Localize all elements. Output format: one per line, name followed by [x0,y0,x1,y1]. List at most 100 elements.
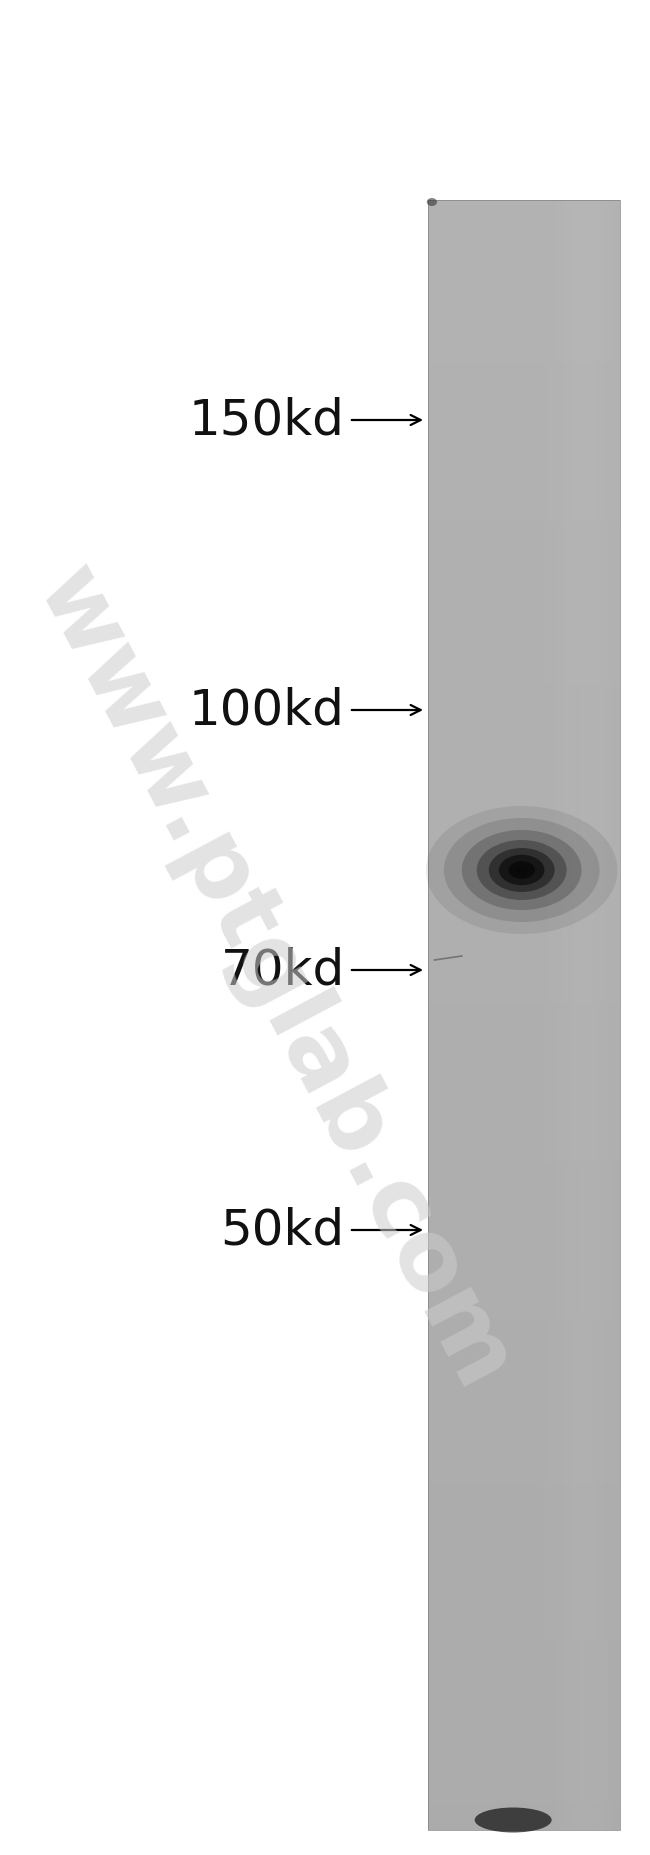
Bar [428,955,620,961]
Bar [428,1465,620,1471]
Bar [428,1336,620,1341]
Bar [590,200,593,1831]
Bar [428,1759,620,1764]
Bar [428,922,620,928]
Ellipse shape [462,829,582,911]
Bar [428,820,620,825]
Bar [428,814,620,820]
Bar [428,913,620,916]
Bar [428,325,620,330]
Bar [428,688,620,694]
Bar [428,1770,620,1775]
Bar [428,1477,620,1482]
Bar [428,1825,620,1831]
Bar [428,223,620,226]
Bar [428,358,620,364]
Ellipse shape [474,1807,552,1833]
Bar [428,293,620,299]
Bar [593,200,597,1831]
Bar [428,1454,620,1460]
Bar [428,336,620,341]
Bar [616,200,620,1831]
Bar [428,1679,620,1682]
Bar [428,646,620,651]
Bar [428,1043,620,1048]
Bar [562,200,566,1831]
Bar [428,352,620,358]
Bar [428,634,620,640]
Bar [582,200,586,1831]
Bar [428,527,620,531]
Bar [482,200,486,1831]
Bar [428,1530,620,1536]
Bar [428,1673,620,1679]
Bar [428,1499,620,1504]
Bar [428,716,620,722]
Bar [462,200,466,1831]
Bar [428,276,620,282]
Bar [428,1026,620,1031]
Bar [428,1803,620,1809]
Bar [428,1434,620,1439]
Bar [428,395,620,401]
Bar [428,1347,620,1352]
Bar [428,1297,620,1302]
Bar [428,1482,620,1488]
Bar [428,1521,620,1525]
Bar [428,434,620,440]
Bar [428,564,620,569]
Bar [428,1510,620,1516]
Bar [428,603,620,607]
Bar [466,200,470,1831]
Bar [428,1721,620,1727]
Bar [428,916,620,922]
Bar [428,232,620,237]
Bar [428,260,620,265]
Bar [428,1302,620,1308]
Bar [428,1809,620,1814]
Bar [428,1102,620,1107]
Bar [428,1727,620,1733]
Bar [428,488,620,493]
Bar [428,1363,620,1369]
Bar [428,1733,620,1738]
Bar [443,200,447,1831]
Bar [428,840,620,846]
Ellipse shape [426,807,618,935]
Bar [428,1004,620,1009]
Bar [512,200,516,1831]
Bar [500,200,504,1831]
Bar [428,885,620,890]
Bar [454,200,458,1831]
Bar [428,1493,620,1499]
Bar [428,1786,620,1792]
Bar [428,1623,620,1629]
Bar [428,477,620,482]
Ellipse shape [477,840,567,900]
Bar [428,586,620,592]
Bar [428,679,620,683]
Bar [428,961,620,966]
Bar [578,200,582,1831]
Bar [447,200,450,1831]
Bar [497,200,500,1831]
Bar [428,1542,620,1547]
Bar [428,1287,620,1293]
Bar [428,699,620,705]
Ellipse shape [489,848,554,892]
Bar [428,390,620,395]
Bar [428,939,620,944]
Bar [428,597,620,603]
Bar [428,863,620,868]
Bar [428,1389,620,1395]
Bar [428,1232,620,1237]
Bar [428,1553,620,1558]
Bar [428,429,620,434]
Bar [428,1020,620,1026]
Bar [608,200,612,1831]
Bar [428,308,620,313]
Bar [428,423,620,429]
Bar [428,1065,620,1068]
Bar [428,1775,620,1781]
Bar [428,460,620,466]
